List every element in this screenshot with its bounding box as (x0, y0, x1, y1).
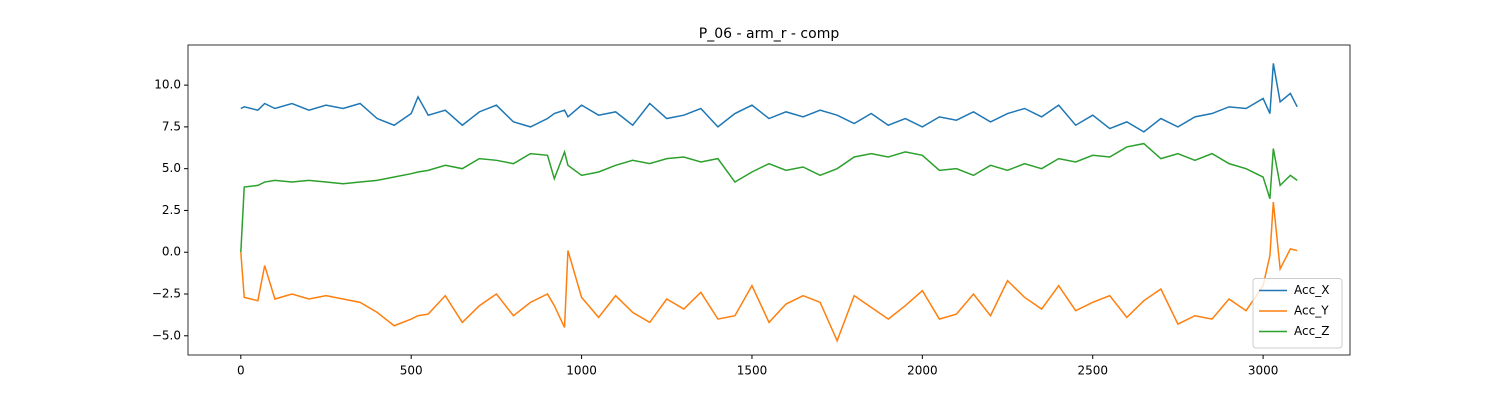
x-tick-label: 1500 (737, 364, 768, 378)
y-tick-label: −2.5 (152, 287, 181, 301)
x-tick-label: 2000 (907, 364, 938, 378)
legend: Acc_X Acc_Y Acc_Z (1252, 278, 1343, 349)
line-series (240, 63, 1298, 133)
x-tick-label: 2500 (1077, 364, 1108, 378)
y-tick-label: 10.0 (154, 78, 181, 92)
x-tick-label: 1000 (566, 364, 597, 378)
y-tick-label: 0.0 (162, 245, 181, 259)
axes-frame (187, 44, 1351, 356)
x-tick-label: 500 (400, 364, 423, 378)
chart-title: P_06 - arm_r - comp (699, 26, 840, 42)
y-tick-label: 7.5 (162, 119, 181, 133)
x-tick-label: 3000 (1248, 364, 1279, 378)
legend-label: Acc_Z (1294, 324, 1329, 338)
y-tick-label: 5.0 (162, 161, 181, 175)
y-tick-label: 2.5 (162, 203, 181, 217)
y-tick-label: −5.0 (152, 328, 181, 342)
x-tick-label: 0 (237, 364, 245, 378)
line-series (240, 142, 1298, 253)
legend-label: Acc_Y (1294, 304, 1329, 318)
legend-label: Acc_X (1294, 283, 1329, 297)
line-series (240, 202, 1298, 343)
legend-box (1252, 278, 1343, 349)
